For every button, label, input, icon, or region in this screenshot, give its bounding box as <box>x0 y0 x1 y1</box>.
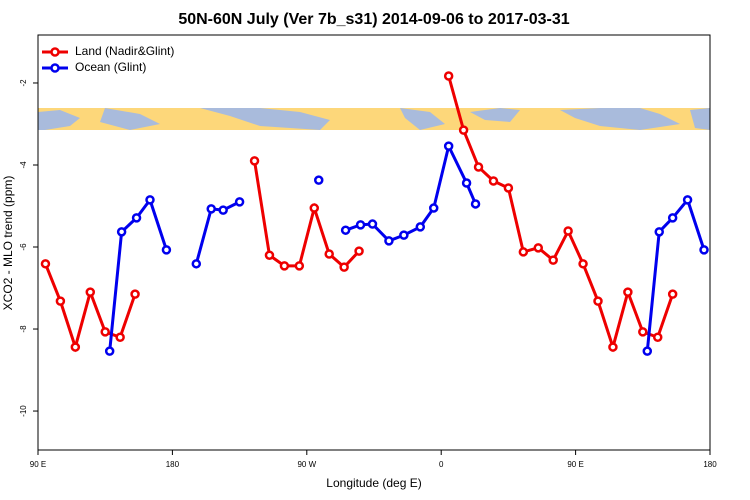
series-line <box>108 141 706 352</box>
legend-label: Land (Nadir&Glint) <box>75 44 174 58</box>
data-point <box>652 332 663 342</box>
data-point <box>130 289 140 299</box>
data-point <box>191 259 202 269</box>
data-point <box>340 225 351 235</box>
x-tick-label: 0 <box>439 460 444 469</box>
y-axis-label: XCO2 - MLO trend (ppm) <box>1 176 15 311</box>
data-point <box>234 197 245 207</box>
data-point <box>100 327 110 337</box>
plot-frame <box>37 34 711 451</box>
data-point <box>294 261 305 271</box>
data-point <box>145 195 155 205</box>
y-tick-label: -2 <box>19 79 28 87</box>
data-point <box>264 250 275 260</box>
data-point <box>279 261 290 271</box>
data-point <box>578 259 588 269</box>
y-tick-label: -4 <box>19 161 28 169</box>
data-point <box>518 247 529 257</box>
data-point <box>355 220 366 230</box>
map-strip <box>38 108 710 130</box>
data-point <box>85 287 96 297</box>
data-point <box>563 226 573 236</box>
data-point <box>354 246 364 256</box>
data-point <box>324 249 334 259</box>
data-point <box>488 176 499 186</box>
data-point <box>55 296 66 306</box>
chart-title: 50N-60N July (Ver 7b_s31) 2014-09-06 to … <box>178 11 569 28</box>
data-point <box>428 203 439 213</box>
y-tick-label: -6 <box>19 243 28 251</box>
data-point <box>608 342 618 352</box>
data-point <box>70 342 81 352</box>
data-point <box>473 162 484 172</box>
data-point <box>533 243 544 253</box>
data-point <box>667 289 678 299</box>
data-point <box>131 213 142 223</box>
data-point <box>682 195 693 205</box>
y-tick-label: -8 <box>19 325 28 333</box>
data-point <box>309 203 320 213</box>
legend-label: Ocean (Glint) <box>75 60 146 74</box>
data-point <box>654 227 664 237</box>
data-point <box>161 245 172 255</box>
data-point <box>218 205 228 215</box>
data-point <box>443 141 454 151</box>
data-point <box>116 227 127 237</box>
data-point <box>367 219 378 229</box>
x-tick-label: 90 E <box>567 460 583 469</box>
data-point <box>115 332 125 342</box>
legend-marker <box>50 63 60 73</box>
data-point <box>503 183 514 193</box>
x-tick-label: 180 <box>703 460 717 469</box>
data-point <box>206 204 216 214</box>
x-tick-label: 90 W <box>297 460 316 469</box>
data-point <box>638 327 648 337</box>
data-point <box>699 245 709 255</box>
data-point <box>548 255 558 265</box>
data-point <box>415 222 426 232</box>
data-point <box>443 71 454 81</box>
data-point <box>593 296 603 306</box>
data-point <box>384 236 394 246</box>
data-point <box>667 213 678 223</box>
x-tick-label: 90 E <box>30 460 46 469</box>
y-tick-label: -10 <box>19 405 28 417</box>
data-point <box>104 346 115 356</box>
data-point <box>249 156 260 166</box>
data-point <box>470 199 481 209</box>
x-axis-label: Longitude (deg E) <box>326 476 421 490</box>
data-point <box>461 178 472 188</box>
legend-marker <box>50 47 60 57</box>
data-point <box>40 259 51 269</box>
data-point <box>623 287 633 297</box>
data-point <box>313 175 324 185</box>
data-point <box>339 262 349 272</box>
x-tick-label: 180 <box>166 460 180 469</box>
data-point <box>642 346 653 356</box>
data-point <box>458 125 469 135</box>
data-point <box>399 230 409 240</box>
